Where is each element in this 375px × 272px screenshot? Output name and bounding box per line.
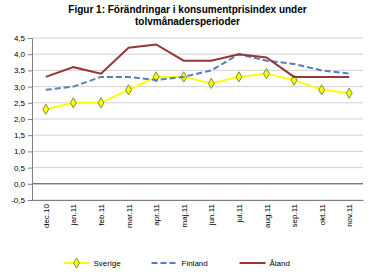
y-tick-mark	[28, 200, 32, 201]
marker	[236, 72, 242, 82]
x-axis: dec.10 jan.11 feb.11 mar.11 apr.11 maj.11 jun.…	[33, 201, 364, 229]
marker	[319, 85, 325, 95]
plot: -0,5 0,0 0,5 1,0 1,5 2,0 2,5 3,0 3,5 4,0 4,5 dec.10…	[11, 34, 363, 228]
y-tick: 2,5	[14, 99, 32, 108]
y-tick-label: 4,0	[14, 50, 26, 59]
x-tick-label: maj.11	[180, 203, 189, 227]
y-tick: 1,0	[14, 147, 32, 156]
grid-line	[32, 167, 363, 168]
y-tick-mark	[28, 151, 32, 152]
y-tick: -0,5	[11, 196, 32, 205]
chart: Figur 1: Förändringar i konsumentprisind…	[0, 0, 375, 272]
grid-line	[32, 151, 363, 152]
y-tick-mark	[28, 184, 32, 185]
legend-swatch	[240, 262, 266, 264]
x-tick: jan.11	[69, 203, 78, 226]
x-tick-label: nov.11	[345, 203, 354, 226]
x-tick-label: jan.11	[69, 203, 78, 226]
y-tick: 4,0	[14, 50, 32, 59]
x-tick-label: jun.11	[207, 203, 216, 226]
marker	[264, 69, 270, 79]
legend-label: Finland	[182, 259, 208, 268]
grid	[32, 38, 363, 200]
legend-label: Sverige	[94, 259, 122, 268]
marker	[70, 98, 76, 108]
marker	[208, 78, 214, 88]
legend-item: Åland	[240, 259, 290, 268]
y-tick-mark	[28, 103, 32, 104]
x-tick-label: sep.11	[290, 203, 299, 227]
series-line	[46, 44, 349, 76]
x-tick: sep.11	[290, 203, 299, 227]
y-tick-mark	[28, 168, 32, 169]
x-tick: apr.11	[152, 203, 161, 225]
y-tick-mark	[28, 135, 32, 136]
marker	[98, 98, 104, 108]
y-tick: 2,0	[14, 115, 32, 124]
y-tick-label: 0,0	[14, 180, 26, 189]
grid-line	[32, 38, 363, 39]
legend: Sverige Finland Åland	[64, 258, 290, 268]
x-tick: mar.11	[125, 203, 134, 227]
legend-item: Sverige	[64, 258, 122, 268]
grid-line	[32, 54, 363, 55]
x-tick: okt.11	[318, 203, 327, 225]
x-tick-label: aug.11	[263, 203, 272, 227]
y-tick-label: 2,0	[14, 115, 26, 124]
legend-swatch	[152, 262, 178, 264]
y-tick-mark	[28, 70, 32, 71]
y-tick: 1,5	[14, 131, 32, 140]
y-tick-mark	[28, 119, 32, 120]
y-tick-mark	[28, 38, 32, 39]
legend-label: Åland	[270, 259, 290, 268]
marker	[126, 85, 132, 95]
x-tick: feb.11	[97, 203, 106, 225]
x-tick: jun.11	[207, 203, 216, 226]
x-tick-label: dec.10	[42, 203, 51, 228]
x-tick: nov.11	[345, 203, 354, 226]
y-tick-label: 0,5	[14, 164, 26, 173]
x-tick: dec.10	[42, 203, 51, 228]
y-tick-label: 3,5	[14, 66, 26, 75]
y-tick: 4,5	[14, 34, 32, 43]
x-tick-label: feb.11	[97, 203, 106, 225]
title: Figur 1: Förändringar i konsumentprisind…	[68, 4, 306, 27]
grid-line	[32, 119, 363, 120]
legend-item: Finland	[152, 259, 208, 268]
y-tick: 3,0	[14, 83, 32, 92]
y-tick-mark	[28, 87, 32, 88]
legend-marker	[74, 258, 80, 268]
x-tick: maj.11	[180, 203, 189, 227]
x-tick-label: okt.11	[318, 203, 327, 225]
marker	[346, 88, 352, 98]
x-tick-label: jul.11	[235, 203, 244, 223]
x-axis-line	[33, 200, 364, 201]
x-tick-label: mar.11	[125, 203, 134, 227]
y-tick: 3,5	[14, 66, 32, 75]
grid-line	[32, 183, 363, 184]
grid-line	[32, 135, 363, 136]
y-tick-label: 1,0	[14, 147, 26, 156]
y-tick-label: 1,5	[14, 131, 26, 140]
y-axis-line	[28, 39, 33, 201]
x-tick: aug.11	[263, 203, 272, 227]
marker	[43, 104, 49, 114]
y-tick: 0,0	[14, 180, 32, 189]
series-group	[43, 44, 352, 114]
grid-line	[32, 200, 363, 201]
y-tick-label: 4,5	[14, 34, 26, 43]
y-tick-label: 2,5	[14, 99, 26, 108]
y-tick-mark	[28, 54, 32, 55]
series-line	[46, 74, 349, 110]
y-tick-label: -0,5	[11, 196, 25, 205]
y-tick-label: 3,0	[14, 83, 26, 92]
x-tick-label: apr.11	[152, 203, 161, 225]
y-axis: -0,5 0,0 0,5 1,0 1,5 2,0 2,5 3,0 3,5 4,0 4,5	[11, 34, 32, 205]
x-tick: jul.11	[235, 203, 244, 223]
y-tick: 0,5	[14, 164, 32, 173]
